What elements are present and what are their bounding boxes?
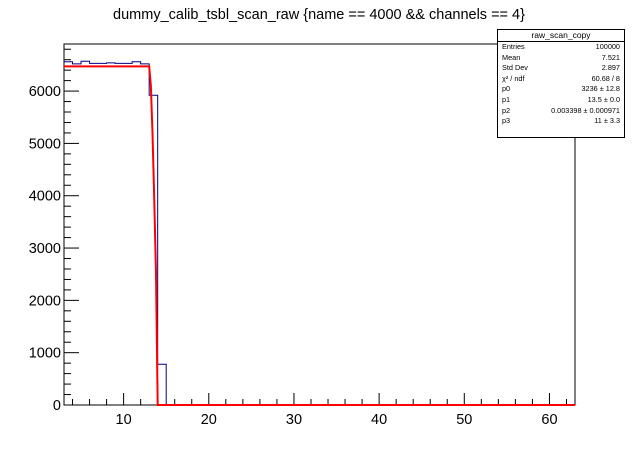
- y-tick-label: 0: [53, 398, 61, 414]
- stats-row-value: 0.003398 ± 0.000971: [551, 105, 620, 115]
- stats-row-value: 2.897: [601, 63, 620, 73]
- stats-row: Std Dev 2.897: [498, 63, 624, 74]
- fit-curve: [64, 65, 575, 406]
- stats-row-label: Mean: [502, 52, 521, 62]
- x-tick-label: 60: [541, 412, 557, 428]
- x-tick-label: 10: [116, 412, 132, 428]
- stats-row-label: Std Dev: [502, 63, 528, 73]
- y-tick-label: 1000: [29, 346, 61, 362]
- y-tick-label: 4000: [29, 189, 61, 205]
- stats-row-value: 3236 ± 12.8: [581, 84, 621, 94]
- stats-row: p2 0.003398 ± 0.000971: [498, 106, 624, 117]
- x-tick-label: 30: [286, 412, 302, 428]
- stats-row: p0 3236 ± 12.8: [498, 84, 624, 95]
- stats-row-value: 11 ± 3.3: [594, 116, 620, 126]
- x-tick-label: 40: [371, 412, 387, 428]
- stats-row-value: 7.521: [601, 52, 620, 62]
- stats-box: raw_scan_copy Entries 100000 Mean 7.521 Std …: [497, 29, 625, 138]
- stats-row: χ² / ndf 60.68 / 8: [498, 74, 624, 85]
- y-tick-label: 5000: [29, 136, 61, 152]
- stats-row-label: p2: [502, 105, 511, 115]
- stats-row-label: p3: [502, 116, 511, 126]
- x-axis: 10 20 30 40 50 60: [72, 393, 567, 428]
- stats-row: p1 13.5 ± 0.0: [498, 95, 624, 106]
- stats-title: raw_scan_copy: [498, 30, 624, 42]
- stats-row-label: χ² / ndf: [502, 73, 525, 83]
- stats-row-value: 60.68 / 8: [591, 73, 620, 83]
- stats-row-label: p0: [502, 84, 511, 94]
- stats-row-label: Entries: [502, 42, 525, 51]
- y-tick-label: 2000: [29, 293, 61, 309]
- x-tick-label: 20: [201, 412, 217, 428]
- stats-row: Entries 100000: [498, 42, 624, 53]
- y-tick-label: 3000: [29, 241, 61, 257]
- stats-row: Mean 7.521: [498, 53, 624, 64]
- x-tick-label: 50: [456, 412, 472, 428]
- stats-row-value: 13.5 ± 0.0: [587, 94, 620, 104]
- stats-row-value: 100000: [595, 42, 620, 51]
- stats-row-label: p1: [502, 94, 511, 104]
- y-axis: 0 1000 2000 3000 4000 5000 6000: [29, 48, 79, 414]
- y-tick-label: 6000: [29, 84, 61, 100]
- chart-title: dummy_calib_tsbl_scan_raw {name == 4000 …: [113, 7, 525, 23]
- stats-row: p3 11 ± 3.3: [498, 116, 624, 127]
